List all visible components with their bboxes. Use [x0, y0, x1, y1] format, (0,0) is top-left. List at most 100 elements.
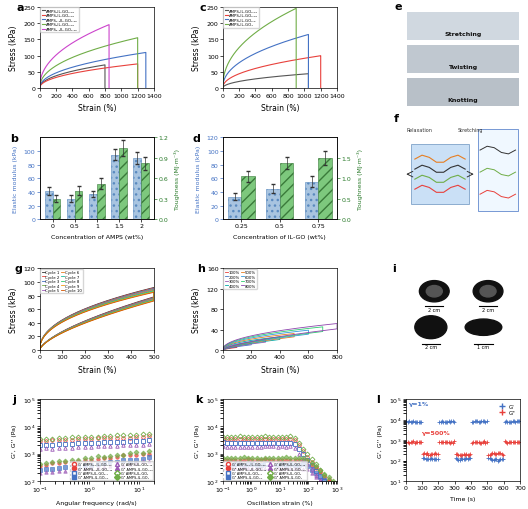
- Cycle 7: [100, 313, 106, 319]
- Cycle 6: [100, 313, 106, 319]
- Cycle 3: [36, 347, 43, 353]
- 600%: [220, 345, 227, 351]
- Cycle 6: [127, 293, 134, 299]
- 300%: [262, 337, 269, 344]
- AMPS₁IL-GO₀.₀₅: [292, 73, 298, 79]
- X-axis label: Strain (%): Strain (%): [261, 104, 299, 113]
- 800%: [334, 321, 340, 327]
- AMPS₁IL-GO₀.₁₅: [287, 59, 293, 65]
- AMPS₁IL-GO₀.₁₅: [317, 53, 324, 60]
- Cycle 2: [36, 347, 43, 353]
- AMPS₁IL-GO₀.₅: [305, 33, 312, 39]
- 700%: [319, 324, 326, 330]
- Cycle 4: [121, 305, 127, 311]
- Text: h: h: [197, 264, 205, 274]
- Y-axis label: G', G'' (Pa): G', G'' (Pa): [12, 423, 17, 457]
- Bar: [228, 197, 241, 220]
- Text: c: c: [200, 3, 206, 13]
- AMPS₁IL-GO₀.₁₅: [76, 70, 82, 76]
- 800%: [312, 329, 318, 335]
- AMPS₂IL-GO₀.₁₅: [79, 51, 86, 58]
- Cycle 3: [127, 292, 134, 298]
- Cycle 6: [36, 347, 43, 353]
- 100%: [231, 345, 238, 351]
- Cycle 6: [121, 305, 127, 312]
- Line: AMPS₁IL-GO₀.₁₅: AMPS₁IL-GO₀.₁₅: [40, 65, 138, 89]
- Line: Cycle 10: Cycle 10: [40, 293, 154, 350]
- AMPS₁IL-GO₁: [220, 86, 226, 92]
- Cycle 1: [36, 347, 43, 353]
- Cycle 10: [127, 295, 134, 301]
- Line: 600%: 600%: [223, 330, 308, 350]
- Bar: [45, 192, 53, 220]
- Cycle 6: [36, 347, 43, 353]
- Line: AMPS₂IL-GO₀.₁₅: AMPS₂IL-GO₀.₁₅: [40, 39, 138, 89]
- 300%: [220, 346, 226, 352]
- AMPS₁IL-GO₀.₁₅: [303, 56, 309, 62]
- 800%: [313, 329, 319, 335]
- Cycle 5: [64, 316, 70, 322]
- Text: d: d: [193, 133, 201, 144]
- Cycle 8: [151, 289, 157, 295]
- 100%: [234, 344, 240, 350]
- Text: 2 cm: 2 cm: [428, 307, 440, 312]
- 700%: [220, 347, 226, 353]
- AMPS₁IL-GO₀.₁₅: [79, 69, 86, 75]
- Cycle 3: [99, 312, 105, 318]
- 800%: [220, 345, 227, 351]
- 100%: [220, 347, 226, 353]
- AMPS₂.₅IL-GO₀.₁₅: [106, 22, 112, 29]
- 100%: [231, 345, 237, 351]
- Cycle 10: [99, 315, 105, 321]
- 300%: [220, 347, 226, 353]
- 200%: [224, 346, 231, 352]
- 300%: [220, 347, 226, 353]
- Legend: 100%, 200%, 300%, 400%, 500%, 600%, 700%, 800%: 100%, 200%, 300%, 400%, 500%, 600%, 700%…: [223, 270, 257, 289]
- 400%: [237, 343, 243, 349]
- Cycle 2: [99, 312, 105, 318]
- AMPS₁IL-GO₀.₁₅: [135, 62, 141, 68]
- AMPS₁IL-GO₀.₁₅: [128, 63, 134, 69]
- AMPS₀IL-GO₀.₁₅: [102, 63, 108, 69]
- Cycle 5: [36, 347, 43, 353]
- Bar: [53, 200, 60, 220]
- 100%: [220, 347, 226, 353]
- 500%: [275, 336, 281, 342]
- Cycle 9: [36, 347, 43, 353]
- Line: Cycle 7: Cycle 7: [40, 291, 154, 350]
- AMPS₂.₅IL-GO₀.₁₅: [106, 86, 112, 92]
- Legend: AMPS₁IL-GO₀.₀₅, AMPS₁IL-GO₀.₁₅, AMPS₁IL-GO₀.₅, AMPS₁IL-GO₁: AMPS₁IL-GO₀.₀₅, AMPS₁IL-GO₀.₁₅, AMPS₁IL-…: [223, 9, 259, 29]
- Cycle 3: [64, 315, 70, 321]
- Cycle 4: [64, 315, 70, 321]
- Bar: [74, 191, 82, 220]
- Cycle 5: [100, 313, 106, 319]
- Circle shape: [426, 286, 442, 297]
- AMPS₀IL-GO₀.₁₅: [92, 65, 98, 71]
- Legend: G', G": G', G": [494, 402, 517, 418]
- Cycle 8: [64, 317, 70, 323]
- AMPS₀IL-GO₀.₁₅: [88, 65, 95, 71]
- AMPS₁IL-GO₀.₅: [220, 86, 226, 92]
- AMPS₁IL-GO₀.₅: [292, 36, 298, 42]
- 400%: [220, 347, 226, 353]
- Text: f: f: [394, 114, 399, 124]
- Circle shape: [473, 281, 503, 302]
- AMPS₀IL-GO₀.₁₅: [36, 86, 43, 92]
- Text: Stretching: Stretching: [457, 128, 483, 133]
- Bar: [280, 163, 294, 220]
- Cycle 1: [151, 285, 157, 291]
- Cycle 5: [36, 347, 43, 353]
- Line: Cycle 1: Cycle 1: [40, 288, 154, 350]
- Legend: G' AMPS₁.₅IL-GO₀.₁₅, G" AMPS₁.₅IL-GO₀.₁₅, G' AMPS₁IL-GO₀.₁, G" AMPS₁IL-GO₀.₁, G': G' AMPS₁.₅IL-GO₀.₁₅, G" AMPS₁.₅IL-GO₀.₁₅…: [70, 461, 153, 480]
- Cycle 10: [121, 307, 127, 313]
- AMPS₂IL-GO₀.₁₅: [119, 39, 126, 45]
- Bar: [305, 182, 318, 220]
- Y-axis label: Elastic modulus (kPa): Elastic modulus (kPa): [196, 146, 201, 213]
- AMPS₁.₅IL-GO₀.₁₅: [36, 86, 43, 92]
- Polygon shape: [411, 145, 469, 205]
- 800%: [220, 347, 226, 353]
- Cycle 6: [111, 298, 118, 304]
- Cycle 8: [111, 299, 118, 305]
- 500%: [277, 336, 284, 342]
- Y-axis label: Elastic modulus (kPa): Elastic modulus (kPa): [13, 146, 18, 213]
